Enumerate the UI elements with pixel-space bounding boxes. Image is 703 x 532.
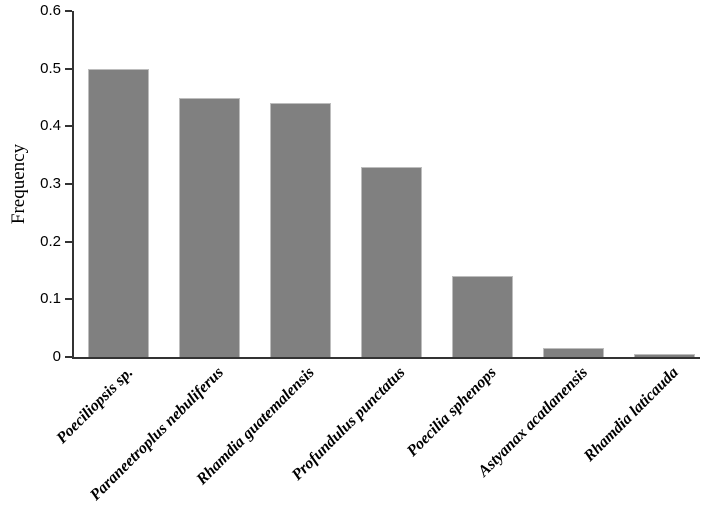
bar (269, 103, 331, 357)
x-tick-label: Rhamdia laticauda (581, 364, 683, 465)
y-tick-label: 0 (52, 348, 61, 365)
y-tick-mark (65, 125, 72, 128)
x-tick-label: Poecilia sphenops (404, 364, 501, 460)
y-tick-mark (65, 67, 72, 70)
y-tick-label: 0.2 (40, 232, 61, 250)
x-tick-label: Poeciliopsis sp. (52, 364, 137, 448)
y-tick-mark (65, 240, 72, 243)
bar (542, 348, 604, 357)
y-tick-label: 0.4 (40, 117, 61, 135)
y-tick-label: 0.1 (40, 290, 61, 308)
y-tick-mark (65, 10, 72, 12)
y-tick-label: 0.5 (40, 59, 61, 77)
bar (360, 166, 422, 357)
y-tick-label: 0.3 (40, 175, 61, 192)
y-tick-mark (65, 183, 72, 185)
bar (178, 97, 240, 357)
y-tick-mark (65, 298, 72, 301)
bar (451, 276, 513, 357)
x-axis-line (72, 357, 700, 359)
y-axis-line (72, 11, 74, 357)
bar (87, 68, 149, 357)
bar (633, 354, 695, 357)
plot-area (72, 11, 700, 359)
y-tick-mark (65, 356, 72, 358)
y-tick-label: 0.6 (40, 2, 61, 19)
